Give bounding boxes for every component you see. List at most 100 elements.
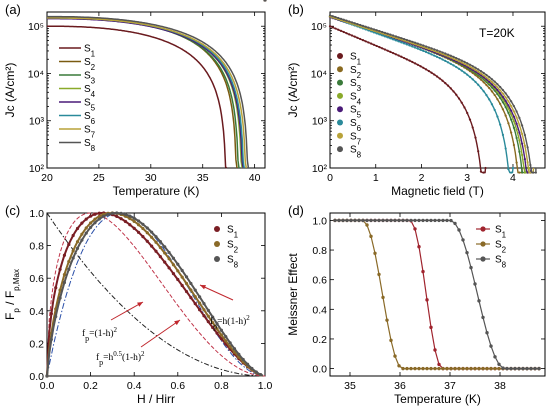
series-line-s2 [335,219,539,370]
data-point-s6 [397,40,400,43]
data-point-s7 [411,42,414,45]
data-point-s1 [128,223,132,227]
data-point-s6 [446,61,450,64]
data-point-s8 [369,218,373,223]
data-point-s2 [141,226,145,231]
data-point-s2 [488,86,491,90]
data-point-s8 [154,235,158,239]
data-point-s6 [482,90,485,93]
data-point-s7 [408,41,411,44]
data-point-s1 [89,214,93,218]
data-point-s1 [180,283,184,288]
data-point-s8 [345,19,348,22]
y-tick-label: 10⁴ [28,68,44,80]
data-point-s2 [215,327,219,331]
model-curve-3 [46,212,266,377]
y-tick-label: 0.8 [29,241,44,253]
data-point-s8 [429,218,433,223]
data-point-s2 [198,301,202,305]
data-point-s8 [370,27,373,30]
data-point-s2 [211,320,215,325]
data-point-s2 [496,98,499,101]
data-point-s6 [441,58,444,61]
data-point-s7 [413,43,417,46]
data-point-s1 [372,43,376,46]
data-point-s4 [512,120,515,123]
data-point-s2 [433,366,437,371]
data-point-s1 [425,298,429,302]
data-point-s1 [422,66,425,69]
x-tick-label: 30 [145,172,157,184]
data-point-s1 [350,34,354,37]
data-point-s1 [123,219,128,224]
data-point-s1 [479,170,483,173]
data-point-s3 [504,106,507,109]
data-point-s4 [510,113,513,116]
legend-marker-s5 [337,106,343,113]
data-point-s2 [461,366,465,371]
data-point-s8 [408,39,411,42]
data-point-s6 [455,65,458,69]
annotation-arrow-model-3 [140,319,181,348]
data-point-s8 [468,63,472,66]
data-point-s6 [430,53,433,56]
plot-frame [329,212,546,377]
data-point-s8 [493,355,497,359]
data-point-s1 [383,48,386,51]
data-point-s6 [463,71,466,74]
data-point-s7 [512,110,515,113]
data-point-s1 [328,25,332,28]
data-point-s6 [372,31,376,34]
data-point-s7 [515,116,518,119]
data-point-s2 [75,240,80,244]
data-point-s8 [237,352,241,356]
y-tick-label: 10³ [29,116,45,128]
data-point-s8 [437,218,441,223]
legend-label-s4: S4 [350,91,362,106]
data-point-s6 [416,47,419,50]
data-point-s1 [356,36,359,39]
data-point-s8 [416,42,419,45]
data-point-s5 [501,95,505,98]
data-point-s3 [507,111,510,114]
data-point-s1 [430,71,433,74]
data-point-s8 [158,240,162,244]
data-point-s6 [488,98,491,101]
data-point-s1 [206,320,210,324]
data-point-s6 [394,39,397,42]
data-point-s2 [507,122,510,125]
data-point-s8 [128,214,132,218]
data-point-s8 [106,212,110,217]
data-point-s1 [375,44,378,48]
data-point-s1 [424,68,428,71]
data-point-s1 [150,244,154,248]
data-point-s8 [505,366,509,371]
legend-label-s1: S1 [350,52,362,67]
data-point-s8 [457,228,461,232]
data-point-s8 [405,38,408,42]
plot-frame [46,212,266,377]
data-point-s7 [485,76,488,79]
data-point-s8 [339,17,343,20]
data-point-s8 [372,28,376,31]
data-point-s8 [54,314,58,319]
data-point-s4 [515,128,518,131]
data-point-s1 [405,58,408,61]
data-point-s2 [189,288,193,292]
data-point-s2 [202,308,206,312]
data-point-s8 [401,218,405,223]
data-point-s8 [463,60,466,63]
data-point-s6 [411,45,414,48]
data-point-s8 [533,366,537,371]
data-point-s8 [224,335,228,339]
data-point-s8 [198,295,202,299]
data-point-s8 [444,52,447,55]
data-point-s8 [365,218,369,223]
data-point-s6 [383,35,386,38]
x-tick-label: 38 [494,380,506,392]
data-point-s8 [67,267,71,271]
data-point-s8 [474,66,477,69]
data-point-s8 [400,37,403,40]
y-tick-label: 0.4 [29,306,44,318]
data-point-s7 [518,123,521,126]
